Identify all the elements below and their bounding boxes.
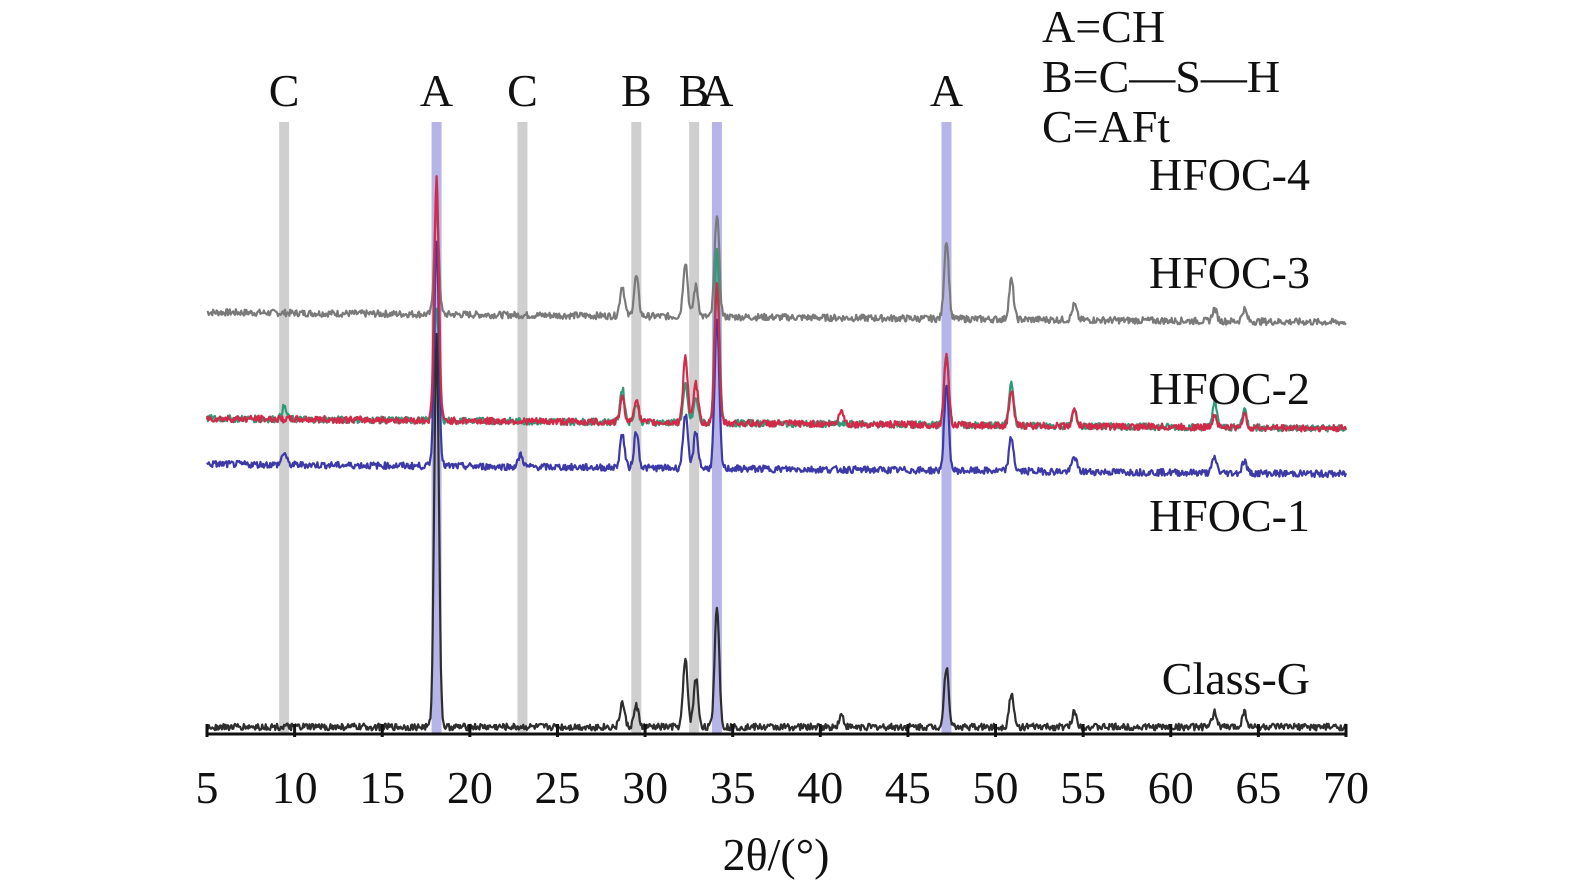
x-tick-label-30: 30 bbox=[622, 762, 668, 813]
phase-band-c-0 bbox=[279, 122, 290, 734]
phase-band-c-2 bbox=[517, 122, 528, 734]
trace-hfoc-4 bbox=[206, 206, 1347, 327]
legend: A=CHB=C—S—HC=AFt bbox=[1042, 1, 1280, 152]
trace-hfoc-1 bbox=[205, 175, 1348, 433]
legend-entry-2: C=AFt bbox=[1042, 101, 1170, 152]
phase-label-a-5: A bbox=[700, 65, 733, 116]
phase-label-b-3: B bbox=[621, 65, 652, 116]
series-label-class-g: Class-G bbox=[1162, 653, 1310, 704]
x-tick-label-25: 25 bbox=[534, 762, 580, 813]
series-labels: HFOC-4 HFOC-3 HFOC-2 HFOC-1 Class-G bbox=[1149, 149, 1310, 704]
x-tick-label-20: 20 bbox=[447, 762, 493, 813]
phase-marker-bands bbox=[279, 122, 952, 734]
x-axis-label: 2θ/(°) bbox=[723, 829, 830, 880]
x-tick-label-35: 35 bbox=[710, 762, 756, 813]
series-label-hfoc-4: HFOC-4 bbox=[1149, 149, 1310, 200]
x-tick-label-55: 55 bbox=[1060, 762, 1106, 813]
x-tick-label-50: 50 bbox=[973, 762, 1019, 813]
x-tick-label-60: 60 bbox=[1148, 762, 1194, 813]
x-axis-ticks: 5 10 15 20 25 30 35 40 45 50 55 60 65 70 bbox=[196, 724, 1369, 813]
x-tick-label-65: 65 bbox=[1235, 762, 1281, 813]
phase-label-b-4: B bbox=[679, 65, 710, 116]
x-tick-label-15: 15 bbox=[359, 762, 405, 813]
trace-hfoc-2 bbox=[206, 240, 1348, 479]
x-tick-label-40: 40 bbox=[797, 762, 843, 813]
legend-entry-1: B=C—S—H bbox=[1042, 51, 1280, 102]
phase-band-a-6 bbox=[941, 122, 952, 734]
phase-marker-labels: C A C B BA A bbox=[269, 65, 963, 116]
diffraction-traces bbox=[205, 175, 1348, 732]
phase-label-a-1: A bbox=[420, 65, 453, 116]
phase-band-a-1 bbox=[431, 122, 442, 734]
x-tick-label-45: 45 bbox=[885, 762, 931, 813]
x-tick-label-70: 70 bbox=[1323, 762, 1369, 813]
series-label-hfoc-2: HFOC-2 bbox=[1149, 363, 1310, 414]
phase-label-c-0: C bbox=[269, 65, 300, 116]
phase-label-c-2: C bbox=[507, 65, 538, 116]
series-label-hfoc-1: HFOC-1 bbox=[1149, 490, 1310, 541]
phase-band-b-3 bbox=[631, 122, 642, 734]
x-tick-label-10: 10 bbox=[272, 762, 318, 813]
series-label-hfoc-3: HFOC-3 bbox=[1149, 247, 1310, 298]
phase-label-a-6: A bbox=[930, 65, 963, 116]
trace-class-g bbox=[205, 332, 1348, 732]
phase-band-a-5 bbox=[711, 122, 722, 734]
phase-band-b-4 bbox=[689, 122, 700, 734]
x-tick-label-5: 5 bbox=[196, 762, 219, 813]
legend-entry-0: A=CH bbox=[1042, 1, 1165, 52]
